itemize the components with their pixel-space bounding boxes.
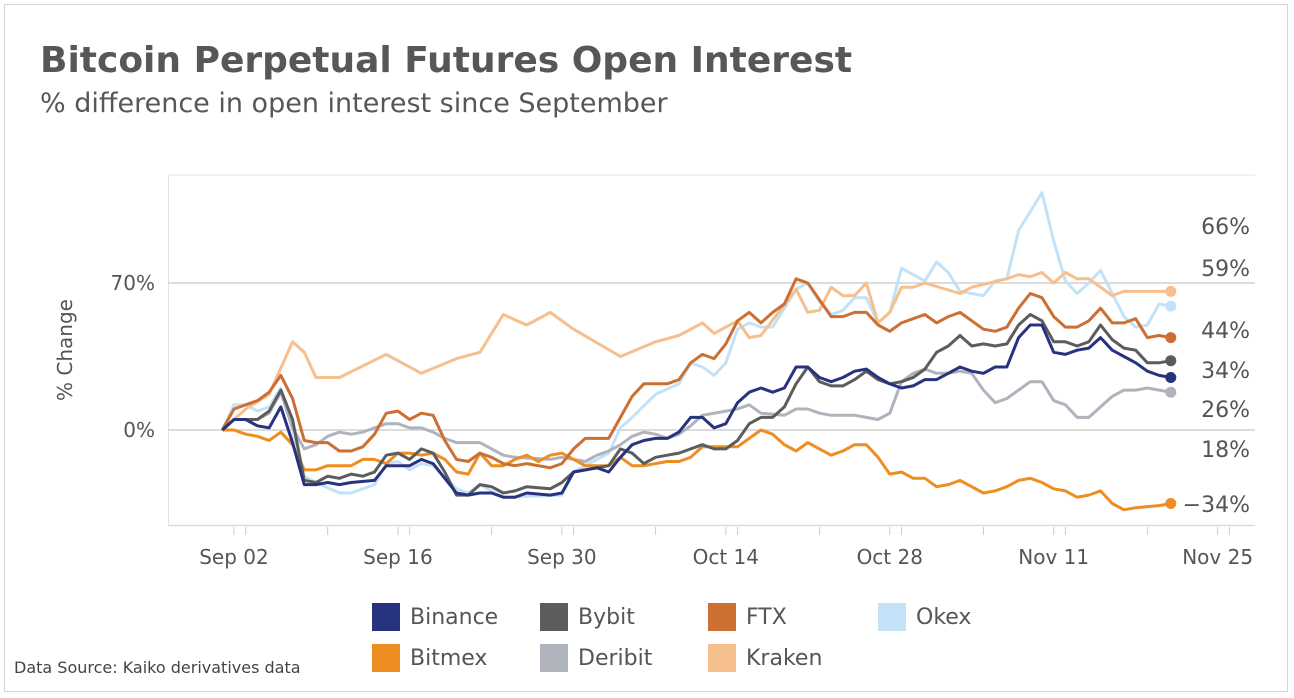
end-label-bybit: 34% — [1201, 359, 1250, 384]
end-label-ftx: 44% — [1201, 319, 1250, 344]
end-marker-binance — [1165, 372, 1177, 383]
series-okex — [220, 191, 1177, 499]
end-label-okex: 59% — [1201, 257, 1250, 282]
legend-label: Bybit — [578, 604, 635, 630]
end-marker-kraken — [1165, 285, 1177, 297]
line-bitmex — [222, 428, 1172, 512]
legend-item-bybit[interactable]: Bybit — [540, 602, 635, 632]
legend-swatch — [708, 603, 736, 631]
legend-label: Okex — [916, 604, 972, 630]
legend-label: Kraken — [746, 645, 823, 671]
end-marker-bybit — [1165, 355, 1177, 367]
x-tick-label: Sep 16 — [363, 545, 433, 569]
end-marker-deribit — [1165, 386, 1177, 398]
line-binance — [221, 323, 1172, 499]
series-kraken — [221, 271, 1177, 432]
legend-item-binance[interactable]: Binance — [372, 602, 498, 632]
end-label-bitmex: −34% — [1183, 493, 1250, 518]
line-ftx — [220, 277, 1172, 470]
series-bybit — [221, 313, 1177, 497]
legend-label: FTX — [746, 604, 787, 630]
chart-frame — [4, 4, 1288, 692]
data-source: Data Source: Kaiko derivatives data — [14, 658, 301, 677]
x-tick-label: Oct 28 — [857, 545, 923, 569]
legend-swatch — [540, 603, 568, 631]
legend-item-bitmex[interactable]: Bitmex — [372, 643, 487, 673]
series-binance — [221, 323, 1177, 499]
x-tick-label: Oct 14 — [693, 545, 759, 569]
end-label-kraken: 66% — [1201, 215, 1250, 240]
x-tick-label: Nov 11 — [1018, 545, 1089, 569]
legend-swatch — [878, 603, 906, 631]
line-deribit — [221, 367, 1172, 463]
legend-item-kraken[interactable]: Kraken — [708, 643, 822, 673]
legend-item-ftx[interactable]: FTX — [708, 602, 787, 632]
legend-swatch — [540, 644, 568, 672]
end-marker-bitmex — [1165, 498, 1177, 509]
legend-item-deribit[interactable]: Deribit — [540, 643, 652, 673]
series-bitmex — [222, 428, 1177, 512]
y-axis-label: % Change — [53, 299, 77, 401]
legend-label: Bitmex — [410, 645, 488, 671]
series-ftx — [220, 277, 1177, 470]
legend-swatch — [708, 644, 736, 672]
legend-label: Deribit — [578, 645, 653, 671]
y-tick-label: 0% — [123, 418, 155, 442]
line-okex — [220, 191, 1172, 499]
end-label-binance: 26% — [1201, 398, 1250, 423]
x-tick-label: Sep 02 — [199, 545, 269, 569]
legend-item-okex[interactable]: Okex — [878, 602, 971, 632]
series-deribit — [221, 367, 1177, 463]
legend-swatch — [372, 603, 400, 631]
chart-subtitle: % difference in open interest since Sept… — [40, 88, 668, 119]
line-kraken — [221, 271, 1171, 432]
end-marker-okex — [1165, 300, 1177, 312]
end-marker-ftx — [1165, 332, 1177, 344]
chart-title: Bitcoin Perpetual Futures Open Interest — [40, 40, 853, 81]
y-tick-label: 70% — [111, 271, 155, 295]
end-label-deribit: 18% — [1201, 438, 1250, 463]
x-tick-label: Nov 25 — [1182, 545, 1253, 569]
line-bybit — [221, 313, 1172, 497]
legend-swatch — [372, 644, 400, 672]
x-tick-label: Sep 30 — [527, 545, 597, 569]
legend-label: Binance — [410, 604, 499, 630]
